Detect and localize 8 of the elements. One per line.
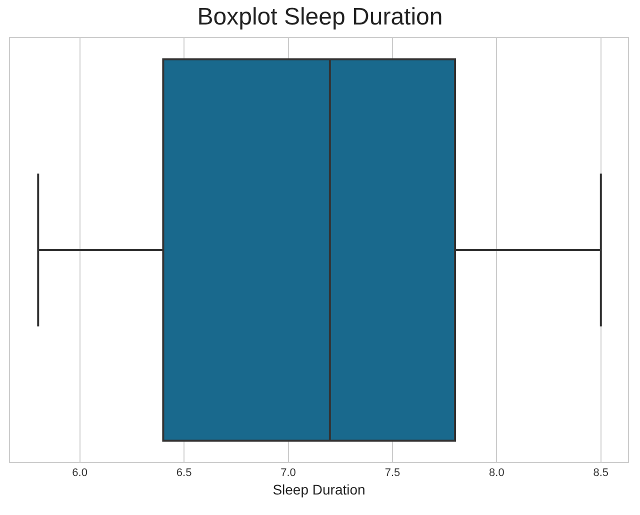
x-tick-label: 8.5: [593, 467, 609, 480]
x-tick-label: 6.5: [176, 467, 192, 480]
x-tick-label: 7.0: [280, 467, 296, 480]
x-tick-label: 7.5: [384, 467, 400, 480]
x-tick-label: 8.0: [489, 467, 504, 480]
x-axis-title: Sleep Duration: [272, 482, 366, 498]
x-tick-label: 6.0: [72, 467, 88, 480]
chart-title: Boxplot Sleep Duration: [197, 4, 443, 31]
